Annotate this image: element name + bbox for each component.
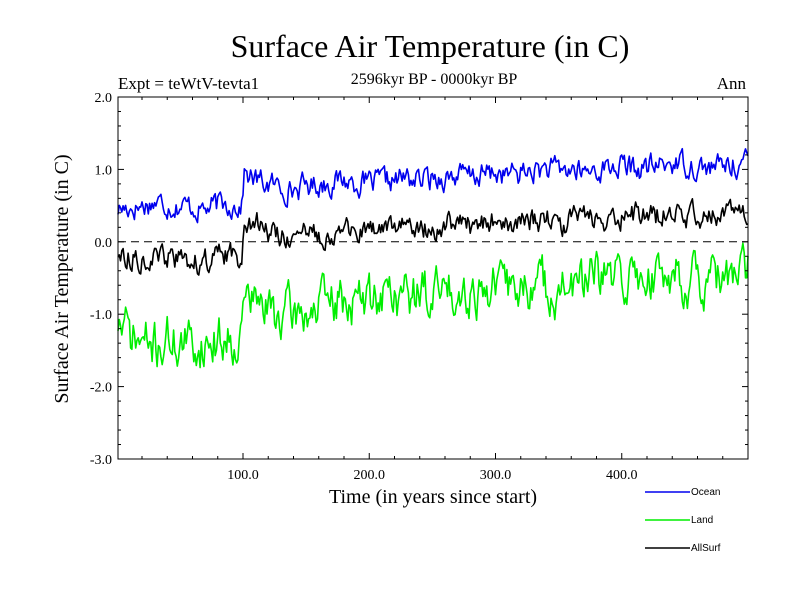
series-layer	[117, 147, 749, 369]
y-tick-label: -1.0	[90, 308, 112, 323]
legend-label-land: Land	[691, 515, 713, 526]
series-line-allsurf	[117, 198, 749, 276]
y-axis-label: Surface Air Temperature (in C)	[51, 154, 73, 403]
legend-label-ocean: Ocean	[691, 487, 720, 498]
y-tick-label: -3.0	[90, 453, 112, 468]
legend: Ocean Land AllSurf	[645, 487, 721, 554]
period-label: 2596kyr BP - 0000kyr BP	[351, 71, 518, 88]
plot-frame	[117, 96, 749, 460]
series-line-land	[117, 242, 749, 369]
x-tick-label: 400.0	[606, 468, 638, 483]
x-tick-label: 300.0	[480, 468, 512, 483]
experiment-label: Expt = teWtV-tevta1	[118, 74, 259, 93]
y-tick-label: -2.0	[90, 381, 112, 396]
y-tick-label: 2.0	[95, 91, 113, 106]
legend-label-allsurf: AllSurf	[691, 543, 721, 554]
x-axis-label: Time (in years since start)	[329, 486, 537, 508]
x-tick-label: 200.0	[353, 468, 385, 483]
tick-layer: 100.0 200.0 300.0 400.0 -3.0 -2.0 -1.0 0.0 1.0 2.…	[90, 91, 748, 483]
y-tick-label: 1.0	[95, 163, 113, 178]
season-label: Ann	[717, 74, 747, 93]
chart-title: Surface Air Temperature (in C)	[231, 28, 630, 64]
series-line-ocean	[117, 147, 749, 224]
y-tick-label: 0.0	[95, 236, 113, 251]
x-tick-label: 100.0	[227, 468, 259, 483]
